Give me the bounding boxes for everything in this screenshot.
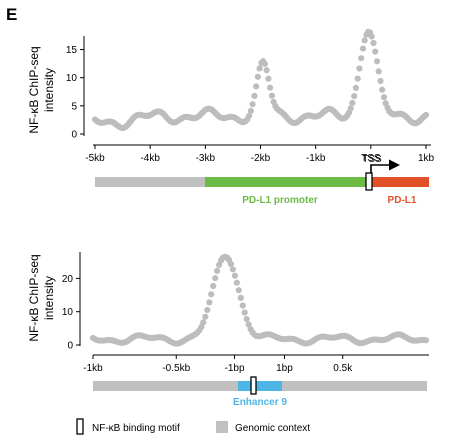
gene-label: PD-L1 <box>388 195 417 206</box>
top-data-point <box>372 48 379 55</box>
top-data-point <box>373 58 381 65</box>
bottom-ylabel-line-1: NF-κB ChIP-seq <box>27 254 41 341</box>
legend: NF-κB binding motif Genomic context <box>76 418 310 435</box>
top-data-point <box>247 107 254 114</box>
top-genomic-segment <box>95 177 205 187</box>
top-data-point <box>375 68 382 75</box>
top-data-point <box>359 45 367 52</box>
bottom-data-point <box>231 272 238 279</box>
bottom-data-point <box>229 266 236 273</box>
top-data-point <box>267 84 274 91</box>
top-x-tick-label: -3kb <box>196 153 216 164</box>
top-data-point <box>246 112 253 119</box>
top-y-axis: 0 5 10 15 <box>66 36 85 141</box>
bottom-data-point <box>212 275 219 282</box>
top-data-point <box>265 75 272 82</box>
legend-genomic-swatch <box>216 421 228 433</box>
bottom-data-point <box>206 299 213 306</box>
bottom-data-point <box>204 306 211 314</box>
top-y-tick-label: 0 <box>71 130 77 141</box>
bottom-data-point <box>237 294 244 301</box>
top-x-axis: -5kb -4kb -3kb -2kb -1kb TSS 1kb <box>85 144 435 164</box>
legend-genomic-label: Genomic context <box>235 423 310 434</box>
panel-letter: E <box>6 5 17 24</box>
top-data-point <box>356 65 363 72</box>
top-data-point <box>377 77 384 85</box>
top-data-point <box>268 92 275 99</box>
top-y-tick-label: 5 <box>71 101 77 112</box>
bottom-motif-box <box>250 376 257 395</box>
bottom-data-point <box>239 302 246 309</box>
bottom-y-axis: 0 10 20 <box>62 252 81 352</box>
top-y-tick-label: 15 <box>66 45 78 56</box>
top-x-tick-label: 1kb <box>418 153 435 164</box>
bottom-data-point <box>233 279 240 286</box>
bottom-y-tick-label: 10 <box>62 307 74 318</box>
top-data-point <box>261 60 268 67</box>
gene-segment <box>372 177 429 187</box>
top-x-tick-label: TSS <box>361 153 381 164</box>
bottom-x-axis: -1kb -0.5kb -1bp 1bp 0.5k <box>83 354 429 374</box>
bottom-y-tick-label: 0 <box>67 341 73 352</box>
top-data-point <box>358 55 365 62</box>
bottom-data-point <box>227 260 234 268</box>
promoter-label: PD-L1 promoter <box>242 195 318 206</box>
top-data-point <box>263 67 270 74</box>
bottom-x-tick-label: -1kb <box>83 363 103 374</box>
top-data-point <box>349 99 356 106</box>
top-data-point <box>379 86 386 93</box>
top-data-point <box>352 84 359 91</box>
bottom-x-tick-label: 1bp <box>276 363 293 374</box>
top-data-point <box>249 101 256 108</box>
top-data-points <box>91 28 430 132</box>
enhancer-label: Enhancer 9 <box>233 397 287 408</box>
top-data-point <box>368 33 375 40</box>
bottom-data-point <box>235 287 242 294</box>
top-data-point <box>370 39 377 47</box>
bottom-data-point <box>241 309 248 316</box>
top-x-tick-label: -2kb <box>251 153 271 164</box>
bottom-data-points <box>89 253 430 347</box>
top-data-point <box>253 83 260 90</box>
top-data-point <box>351 93 358 100</box>
top-y-tick-label: 10 <box>66 73 78 84</box>
top-x-tick-label: -1kb <box>306 153 326 164</box>
top-data-point <box>354 75 361 82</box>
bottom-data-point <box>214 267 221 274</box>
bottom-x-tick-label: 0.5k <box>333 363 353 374</box>
top-data-point <box>422 111 430 119</box>
top-data-point <box>254 73 261 80</box>
bottom-ylabel-line-2: intensity <box>42 276 56 320</box>
top-data-point <box>347 105 354 112</box>
tss-label: TSS <box>362 154 382 165</box>
top-data-point <box>251 92 258 99</box>
legend-motif-label: NF-κB binding motif <box>92 423 180 434</box>
bottom-x-tick-label: -1bp <box>225 363 245 374</box>
bottom-data-point <box>200 319 207 326</box>
top-x-tick-label: -4kb <box>140 153 160 164</box>
bottom-chart: NF-κB ChIP-seq intensity 0 10 20 -1kb -0.5k… <box>27 252 430 408</box>
bottom-y-tick-label: 20 <box>62 274 74 285</box>
top-motif-box <box>365 172 373 191</box>
top-data-point <box>361 37 368 44</box>
top-x-tick-label: -5kb <box>85 153 105 164</box>
top-ylabel-line-1: NF-κB ChIP-seq <box>27 46 41 133</box>
bottom-x-tick-label: -0.5kb <box>162 363 190 374</box>
bottom-data-point <box>202 313 209 320</box>
enhancer-segment <box>238 381 282 391</box>
top-ylabel-line-2: intensity <box>42 68 56 112</box>
bottom-data-point <box>243 316 250 323</box>
bottom-data-point <box>422 337 430 344</box>
bottom-annotation-track <box>93 376 427 395</box>
top-annotation-track <box>95 172 429 191</box>
legend-motif-swatch <box>76 418 84 435</box>
promoter-segment <box>205 177 368 187</box>
bottom-data-point <box>210 282 217 290</box>
top-data-point <box>380 94 388 101</box>
bottom-data-point <box>208 291 215 298</box>
top-chart: NF-κB ChIP-seq intensity 0 5 10 15 -5kb -4kb… <box>27 28 435 206</box>
top-data-point <box>256 65 263 72</box>
